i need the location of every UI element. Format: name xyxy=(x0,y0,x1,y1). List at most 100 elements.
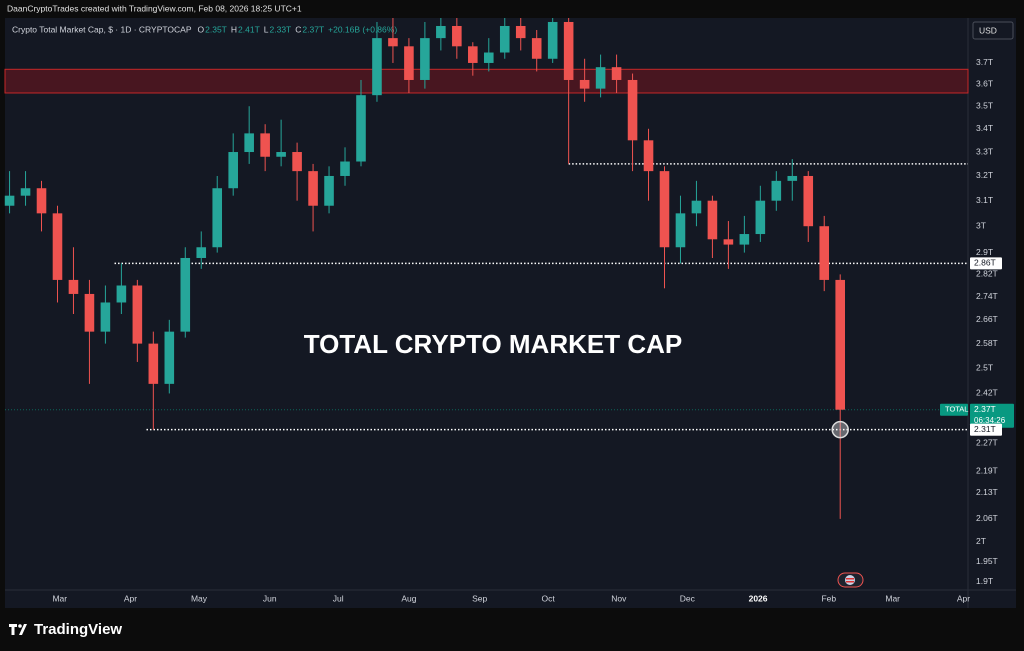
currency[interactable]: USD xyxy=(979,25,997,35)
y-tick-label: 2.66T xyxy=(976,314,998,324)
header: DaanCryptoTrades created with TradingVie… xyxy=(7,3,302,13)
candle-body xyxy=(835,279,846,410)
candle-body xyxy=(627,79,638,141)
candle-body xyxy=(707,200,718,240)
candle-body xyxy=(116,285,127,303)
y-tick-label: 3.6T xyxy=(976,79,993,89)
candle-body xyxy=(36,188,47,214)
level-tag-label: 2.86T xyxy=(974,258,996,268)
x-tick-label: May xyxy=(191,593,208,603)
y-tick-label: 3.1T xyxy=(976,195,993,205)
y-tick-label: 2.19T xyxy=(976,465,998,475)
price-tag-label: 2.37T xyxy=(974,404,996,414)
candle-body xyxy=(771,180,782,201)
countdown: 06:34:26 xyxy=(974,416,1006,425)
y-tick-label: 2.27T xyxy=(976,438,998,448)
y-tick-label: 2.74T xyxy=(976,291,998,301)
candle-body xyxy=(755,200,766,235)
resistance-zone xyxy=(4,68,969,94)
y-tick-label: 1.9T xyxy=(976,576,993,586)
y-tick-label: 1.95T xyxy=(976,556,998,566)
candle-body xyxy=(436,25,446,39)
x-tick-label: Feb xyxy=(821,593,836,603)
y-tick-label: 2.58T xyxy=(976,338,998,348)
y-tick-label: 2.9T xyxy=(976,247,993,257)
x-tick-label: Apr xyxy=(124,593,137,603)
candle-body xyxy=(356,95,366,162)
x-tick-label: Nov xyxy=(611,593,627,603)
candle-body xyxy=(420,38,430,80)
legend-change: +20.16B (+0.86%) xyxy=(328,24,397,34)
legend-key: H xyxy=(231,24,237,34)
y-tick-label: 2.13T xyxy=(976,487,998,497)
price-tag xyxy=(970,403,1014,428)
annotation: TOTAL CRYPTO MARKET CAP xyxy=(304,329,682,359)
candle-body xyxy=(468,46,478,63)
footer-logo xyxy=(9,624,27,635)
candle-body xyxy=(228,152,238,189)
candle-body xyxy=(292,152,302,172)
level-tag xyxy=(970,423,1002,436)
legend-value: 2.37T xyxy=(302,24,324,34)
candle-body xyxy=(308,171,318,206)
candle-body xyxy=(563,21,574,80)
candle-body xyxy=(164,331,175,384)
candle-body xyxy=(659,171,670,248)
x-tick-label: Dec xyxy=(680,593,696,603)
x-tick-label: Mar xyxy=(885,593,900,603)
candle-body xyxy=(196,247,207,258)
candle-body xyxy=(52,213,63,280)
y-tick-label: 3.7T xyxy=(976,57,993,67)
legend-title: Crypto Total Market Cap, $ · 1D · CRYPTO… xyxy=(12,24,192,34)
y-tick-label: 3.2T xyxy=(976,170,993,180)
candle-body xyxy=(499,25,510,53)
level-tag xyxy=(970,257,1002,270)
candle-body xyxy=(515,25,526,39)
candle-body xyxy=(212,188,223,248)
candle-body xyxy=(180,257,191,332)
candle-body xyxy=(244,133,254,153)
candle-body xyxy=(340,161,350,176)
flag-icon xyxy=(837,572,864,588)
symbol-tag-label: TOTAL xyxy=(945,405,968,414)
chart-area xyxy=(5,18,1016,608)
candle-body xyxy=(819,226,830,280)
x-tick-label: Mar xyxy=(52,593,67,603)
candle-body xyxy=(595,67,606,89)
candle-body xyxy=(84,293,95,332)
x-tick-label: Jun xyxy=(263,593,277,603)
candle-body xyxy=(20,188,31,196)
y-tick-label: 2.82T xyxy=(976,269,998,279)
candle-body xyxy=(787,175,798,181)
candle-body xyxy=(260,133,270,157)
candle-body xyxy=(4,195,15,206)
legend-key: O xyxy=(198,24,205,34)
footer-brand: TradingView xyxy=(34,621,122,638)
candle-body xyxy=(531,38,542,59)
legend-value: 2.41T xyxy=(238,24,260,34)
y-tick-label: 2T xyxy=(976,536,986,546)
y-tick-label: 2.42T xyxy=(976,388,998,398)
x-tick-label: Oct xyxy=(541,593,555,603)
candle-body xyxy=(276,152,286,157)
candle-body xyxy=(324,175,334,206)
candle-body xyxy=(404,46,414,80)
legend-value: 2.33T xyxy=(270,24,292,34)
symbol-tag xyxy=(940,403,968,416)
candle-body xyxy=(723,239,734,245)
candle-body xyxy=(691,200,702,214)
candle-body xyxy=(739,234,750,245)
x-tick-label: Apr xyxy=(957,593,970,603)
y-tick-label: 3.4T xyxy=(976,123,993,133)
candle-body xyxy=(803,175,814,227)
x-tick-label: Aug xyxy=(401,593,416,603)
highlight-circle xyxy=(831,420,849,439)
legend: Crypto Total Market Cap, $ · 1D · CRYPTO… xyxy=(12,24,397,34)
x-tick-label: Jul xyxy=(333,593,344,603)
candle-body xyxy=(372,38,382,96)
candle-body xyxy=(643,140,654,172)
candle-body xyxy=(483,52,494,63)
candle-body xyxy=(68,279,79,294)
currency-button[interactable] xyxy=(972,21,1014,40)
